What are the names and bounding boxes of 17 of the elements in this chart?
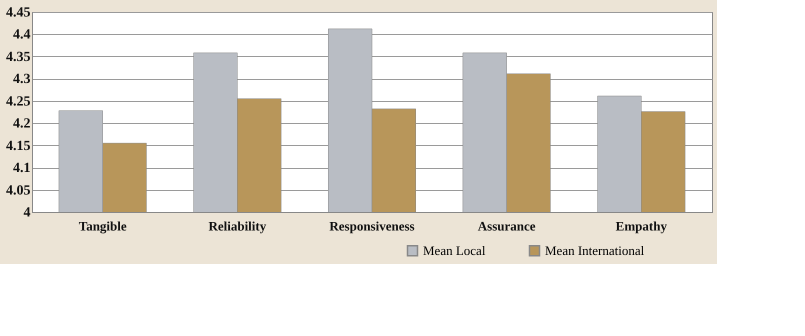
- y-tick-label: 4.15: [6, 138, 30, 154]
- y-tick-label: 4.4: [13, 28, 30, 43]
- legend-label: Mean International: [545, 242, 645, 258]
- x-tick-label: Reliability: [208, 218, 267, 234]
- x-tick-label: Assurance: [478, 218, 536, 234]
- x-tick-label: Responsiveness: [329, 218, 415, 234]
- y-tick-label: 4: [24, 206, 30, 220]
- y-tick-label: 4.35: [6, 50, 30, 65]
- legend-label: Mean Local: [423, 242, 486, 258]
- y-tick-label: 4.25: [6, 94, 30, 110]
- x-tick-label: Empathy: [616, 218, 668, 234]
- y-tick-label: 4.3: [13, 72, 30, 88]
- y-tick-label: 4.45: [6, 6, 30, 20]
- y-tick-label: 4.1: [13, 161, 30, 176]
- y-tick-label: 4.2: [13, 116, 30, 132]
- y-tick-label: 4.05: [6, 183, 30, 198]
- x-tick-label: Tangible: [78, 218, 127, 234]
